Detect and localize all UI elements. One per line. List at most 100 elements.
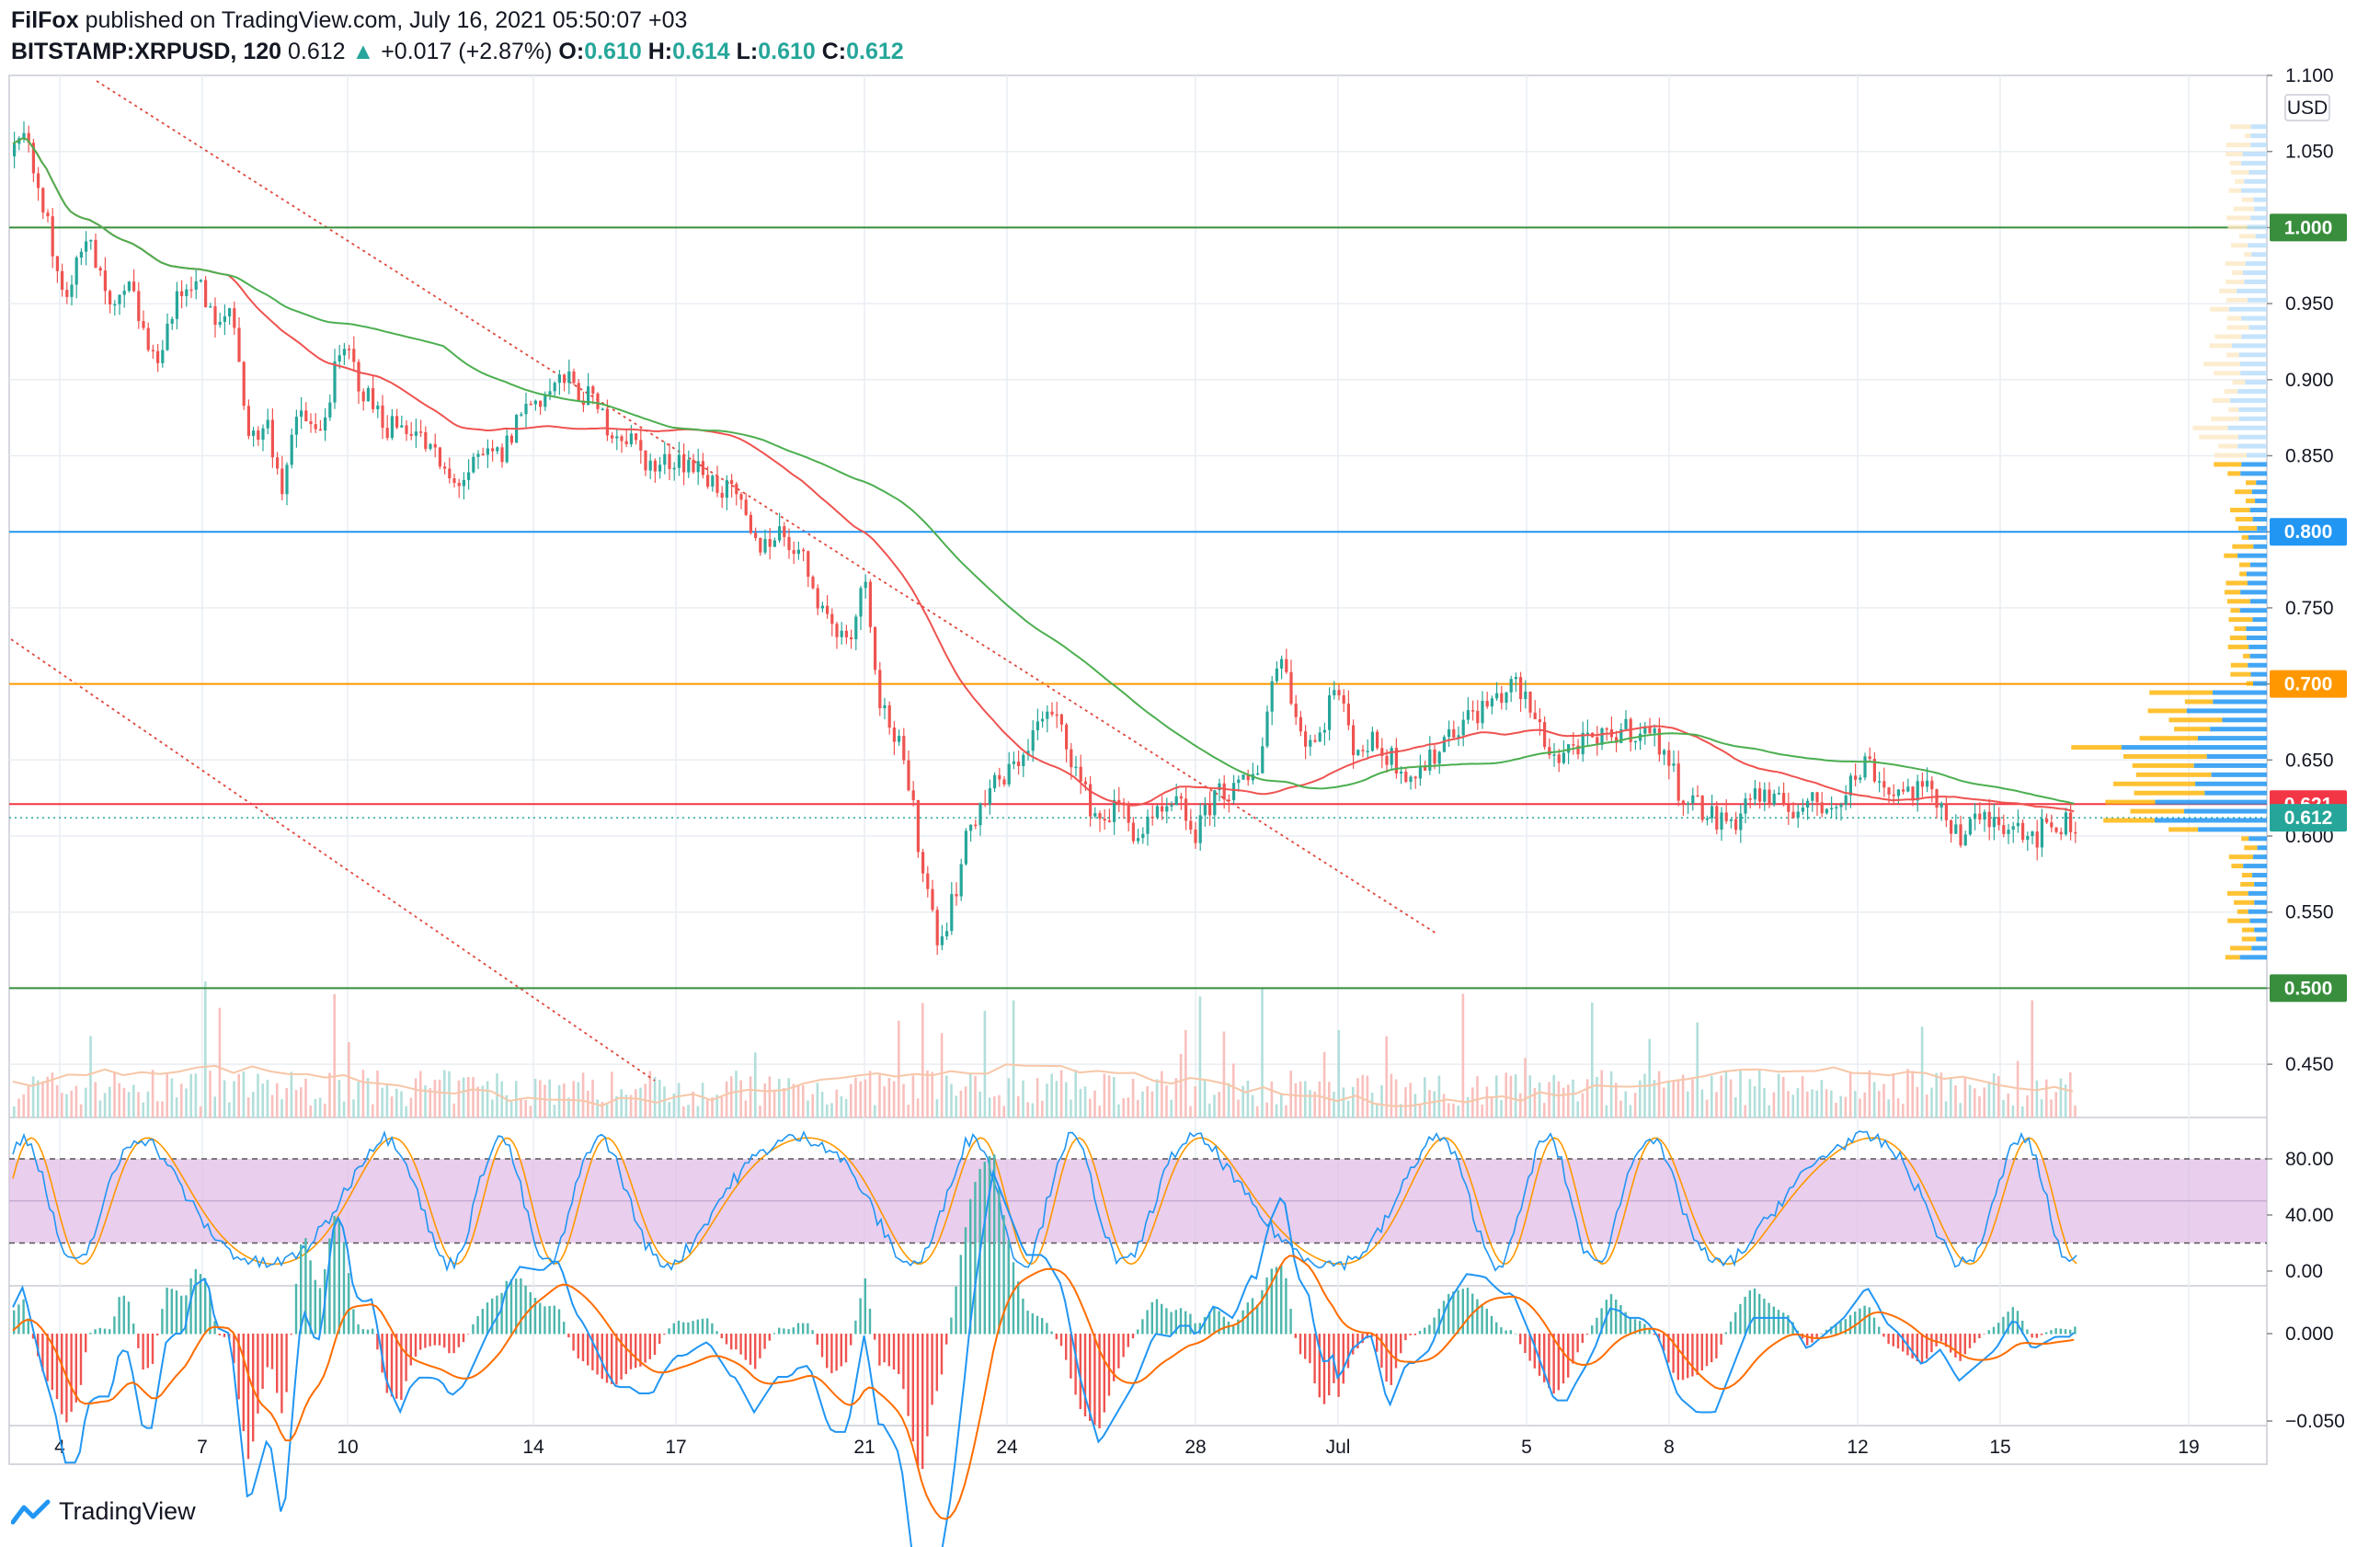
candle-body <box>309 421 313 425</box>
candle-body <box>1882 781 1886 788</box>
level-tag-0.700-label: 0.700 <box>2284 674 2333 695</box>
macd-histogram-bar <box>270 1334 274 1369</box>
volume-profile-down <box>2135 772 2212 777</box>
macd-histogram-bar <box>2054 1328 2057 1335</box>
tradingview-brand[interactable]: TradingView <box>11 1497 196 1526</box>
candle-body <box>1911 786 1915 801</box>
candle-body <box>1505 692 1508 704</box>
candle-body <box>166 323 169 350</box>
candle-body <box>1600 728 1604 745</box>
macd-histogram-bar <box>1882 1334 1885 1337</box>
candle-body <box>505 435 509 463</box>
macd-histogram-bar <box>648 1334 651 1359</box>
brand-name: TradingView <box>59 1497 196 1525</box>
candle-body <box>1141 833 1145 839</box>
candle-body <box>1585 732 1589 735</box>
volume-bar <box>1772 1092 1776 1117</box>
candle-body <box>1184 798 1188 821</box>
macd-histogram-bar <box>926 1334 929 1437</box>
macd-histogram-bar <box>898 1334 900 1374</box>
candle-body <box>988 788 991 805</box>
candle-body <box>1322 729 1326 733</box>
macd-histogram-bar <box>385 1334 388 1393</box>
candle-body <box>132 281 136 292</box>
volume-bar <box>1356 1078 1359 1117</box>
macd-histogram-bar <box>1113 1334 1116 1381</box>
candle-body <box>1093 813 1097 817</box>
volume-profile-up <box>2254 206 2267 212</box>
macd-histogram-bar <box>237 1334 240 1400</box>
volume-profile-up <box>2244 178 2267 184</box>
macd-histogram-bar <box>553 1305 555 1335</box>
candle-body <box>2031 831 2034 837</box>
candle-body <box>1394 748 1398 774</box>
macd-histogram-bar <box>807 1323 809 1335</box>
candle-body <box>1538 719 1541 723</box>
macd-histogram-bar <box>1920 1334 1924 1364</box>
macd-histogram-bar <box>1758 1293 1761 1335</box>
macd-histogram-bar <box>400 1334 403 1400</box>
candle-body <box>768 539 772 547</box>
macd-histogram-bar <box>1036 1315 1039 1335</box>
macd-histogram-bar <box>1848 1314 1852 1335</box>
volume-bar <box>878 1074 881 1117</box>
volume-bar <box>1672 1081 1675 1117</box>
stochastic-k-line <box>12 1129 2077 1273</box>
volume-bar <box>1285 1105 1287 1117</box>
candle-body <box>405 425 408 434</box>
volume-bar <box>1615 1083 1618 1117</box>
candle-body <box>1059 714 1063 725</box>
macd-histogram-bar <box>1887 1334 1890 1345</box>
volume-profile-down <box>2228 854 2254 860</box>
macd-line <box>12 1169 2075 1547</box>
publisher-name[interactable]: FilFox <box>11 7 79 33</box>
macd-histogram-bar <box>1442 1301 1446 1335</box>
macd-histogram-bar <box>85 1334 87 1353</box>
candle-body <box>61 270 64 291</box>
volume-bar <box>859 1081 862 1117</box>
candle-body <box>1299 716 1302 732</box>
macd-histogram-bar <box>1557 1334 1560 1391</box>
macd-histogram-bar <box>300 1243 303 1335</box>
symbol-label[interactable]: BITSTAMP:XRPUSD, 120 <box>11 39 282 64</box>
volume-bar <box>911 1075 915 1117</box>
macd-histogram-bar <box>376 1334 379 1350</box>
candle-body <box>1811 792 1814 801</box>
volume-bar <box>940 1033 944 1117</box>
volume-bar <box>739 1080 742 1117</box>
macd-histogram-bar <box>1256 1304 1259 1335</box>
macd-histogram-bar <box>1815 1334 1818 1338</box>
volume-bar <box>142 1102 144 1117</box>
volume-profile-up <box>2241 462 2267 467</box>
volume-bar <box>653 1076 657 1117</box>
candle-body <box>1179 796 1183 799</box>
macd-histogram-bar <box>1950 1334 1952 1353</box>
volume-profile-up <box>2243 864 2267 869</box>
volume-bar <box>629 1094 633 1117</box>
macd-histogram-bar <box>1437 1308 1440 1335</box>
candle-body <box>2021 822 2025 841</box>
candle-body <box>1663 750 1666 755</box>
symbol-bar: BITSTAMP:XRPUSD, 120 0.612 ▲ +0.017 (+2.… <box>11 39 904 65</box>
candle-body <box>715 476 719 493</box>
volume-bar <box>2011 1106 2015 1117</box>
candle-body <box>1605 728 1608 730</box>
volume-profile-up <box>2247 453 2267 458</box>
volume-profile-down <box>2239 234 2256 239</box>
volume-bar <box>65 1094 68 1117</box>
candle-body <box>1155 806 1159 818</box>
candle-body <box>1218 783 1221 791</box>
volume-profile-down <box>2229 635 2247 640</box>
macd-histogram-bar <box>1663 1334 1665 1351</box>
candle-body <box>1280 659 1284 669</box>
macd-histogram-bar <box>524 1285 527 1335</box>
last-price: 0.612 <box>287 39 346 64</box>
volume-profile-down <box>2234 900 2255 905</box>
macd-histogram-bar <box>1309 1334 1311 1364</box>
candle-body <box>2011 826 2015 831</box>
macd-histogram-bar <box>687 1322 690 1335</box>
volume-bar <box>1055 1081 1058 1117</box>
volume-bar <box>1911 1071 1914 1117</box>
volume-bar <box>74 1085 78 1117</box>
